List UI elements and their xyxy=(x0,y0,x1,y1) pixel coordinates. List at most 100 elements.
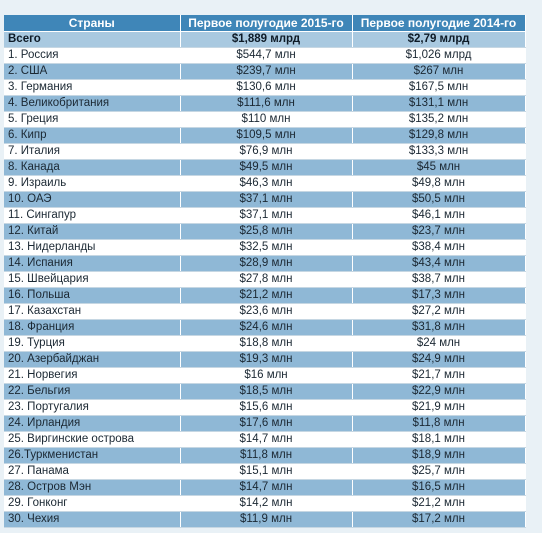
table-row: 21. Норвегия $16 млн $21,7 млн xyxy=(4,367,526,384)
table-body: Всего $1,889 млрд $2,79 млрд 1. Россия $5… xyxy=(4,31,526,528)
value-2014-cell: $1,026 млрд xyxy=(352,47,526,64)
value-2014-cell: $18,1 млн xyxy=(352,431,526,448)
value-2015-cell: $239,7 млн xyxy=(180,63,353,80)
value-2014-cell: $267 млн xyxy=(352,63,526,80)
value-2015-cell: $28,9 млн xyxy=(180,255,353,272)
value-2015-cell: $14,2 млн xyxy=(180,495,353,512)
country-cell: 5. Греция xyxy=(4,111,181,128)
country-cell: 20. Азербайджан xyxy=(4,351,181,368)
country-cell: 14. Испания xyxy=(4,255,181,272)
header-h1-2014: Первое полугодие 2014-го xyxy=(352,15,526,32)
table-row: 18. Франция $24,6 млн $31,8 млн xyxy=(4,319,526,336)
value-2015-cell: $25,8 млн xyxy=(180,223,353,240)
countries-table: Страны Первое полугодие 2015-го Первое п… xyxy=(4,15,526,528)
total-2014: $2,79 млрд xyxy=(352,31,526,48)
value-2015-cell: $11,8 млн xyxy=(180,447,353,464)
country-cell: 21. Норвегия xyxy=(4,367,181,384)
table-row: 1. Россия $544,7 млн $1,026 млрд xyxy=(4,47,526,64)
value-2014-cell: $11,8 млн xyxy=(352,415,526,432)
value-2015-cell: $11,9 млн xyxy=(180,511,353,528)
value-2015-cell: $109,5 млн xyxy=(180,127,353,144)
table-row: 8. Канада $49,5 млн $45 млн xyxy=(4,159,526,176)
value-2015-cell: $27,8 млн xyxy=(180,271,353,288)
country-cell: 28. Остров Мэн xyxy=(4,479,181,496)
table-row: 26.Туркменистан $11,8 млн $18,9 млн xyxy=(4,447,526,464)
country-cell: 23. Португалия xyxy=(4,399,181,416)
table-row: 29. Гонконг $14,2 млн $21,2 млн xyxy=(4,495,526,512)
value-2014-cell: $21,7 млн xyxy=(352,367,526,384)
table-row: 24. Ирландия $17,6 млн $11,8 млн xyxy=(4,415,526,432)
country-cell: 24. Ирландия xyxy=(4,415,181,432)
value-2015-cell: $16 млн xyxy=(180,367,353,384)
value-2015-cell: $110 млн xyxy=(180,111,353,128)
value-2014-cell: $45 млн xyxy=(352,159,526,176)
value-2014-cell: $131,1 млн xyxy=(352,95,526,112)
table-row: 2. США $239,7 млн $267 млн xyxy=(4,63,526,80)
value-2014-cell: $49,8 млн xyxy=(352,175,526,192)
table-row: 3. Германия $130,6 млн $167,5 млн xyxy=(4,79,526,96)
country-cell: 9. Израиль xyxy=(4,175,181,192)
value-2014-cell: $23,7 млн xyxy=(352,223,526,240)
country-cell: 8. Канада xyxy=(4,159,181,176)
value-2015-cell: $24,6 млн xyxy=(180,319,353,336)
country-cell: 7. Италия xyxy=(4,143,181,160)
table-row: 10. ОАЭ $37,1 млн $50,5 млн xyxy=(4,191,526,208)
value-2014-cell: $31,8 млн xyxy=(352,319,526,336)
country-cell: 2. США xyxy=(4,63,181,80)
value-2014-cell: $38,4 млн xyxy=(352,239,526,256)
table-row: 30. Чехия $11,9 млн $17,2 млн xyxy=(4,511,526,528)
table-row: 19. Турция $18,8 млн $24 млн xyxy=(4,335,526,352)
value-2014-cell: $17,2 млн xyxy=(352,511,526,528)
value-2014-cell: $21,9 млн xyxy=(352,399,526,416)
value-2015-cell: $32,5 млн xyxy=(180,239,353,256)
value-2014-cell: $50,5 млн xyxy=(352,191,526,208)
table-row: 4. Великобритания $111,6 млн $131,1 млн xyxy=(4,95,526,112)
country-cell: 19. Турция xyxy=(4,335,181,352)
value-2015-cell: $19,3 млн xyxy=(180,351,353,368)
value-2015-cell: $544,7 млн xyxy=(180,47,353,64)
country-cell: 11. Сингапур xyxy=(4,207,181,224)
value-2014-cell: $38,7 млн xyxy=(352,271,526,288)
table-row: 16. Польша $21,2 млн $17,3 млн xyxy=(4,287,526,304)
country-cell: 6. Кипр xyxy=(4,127,181,144)
value-2015-cell: $15,1 млн xyxy=(180,463,353,480)
value-2015-cell: $37,1 млн xyxy=(180,191,353,208)
value-2014-cell: $129,8 млн xyxy=(352,127,526,144)
value-2014-cell: $16,5 млн xyxy=(352,479,526,496)
table-row: 7. Италия $76,9 млн $133,3 млн xyxy=(4,143,526,160)
country-cell: 3. Германия xyxy=(4,79,181,96)
value-2014-cell: $27,2 млн xyxy=(352,303,526,320)
value-2015-cell: $18,5 млн xyxy=(180,383,353,400)
value-2014-cell: $24,9 млн xyxy=(352,351,526,368)
value-2015-cell: $14,7 млн xyxy=(180,431,353,448)
value-2015-cell: $49,5 млн xyxy=(180,159,353,176)
country-cell: 17. Казахстан xyxy=(4,303,181,320)
total-2015: $1,889 млрд xyxy=(180,31,353,48)
value-2014-cell: $24 млн xyxy=(352,335,526,352)
table-row: 13. Нидерланды $32,5 млн $38,4 млн xyxy=(4,239,526,256)
country-cell: 13. Нидерланды xyxy=(4,239,181,256)
country-cell: 15. Швейцария xyxy=(4,271,181,288)
value-2015-cell: $76,9 млн xyxy=(180,143,353,160)
value-2015-cell: $18,8 млн xyxy=(180,335,353,352)
country-cell: 16. Польша xyxy=(4,287,181,304)
table-row: 20. Азербайджан $19,3 млн $24,9 млн xyxy=(4,351,526,368)
table-header-row: Страны Первое полугодие 2015-го Первое п… xyxy=(4,15,526,32)
country-cell: 10. ОАЭ xyxy=(4,191,181,208)
value-2015-cell: $21,2 млн xyxy=(180,287,353,304)
country-cell: 26.Туркменистан xyxy=(4,447,181,464)
table-row: 5. Греция $110 млн $135,2 млн xyxy=(4,111,526,128)
country-cell: 1. Россия xyxy=(4,47,181,64)
table-row: 12. Китай $25,8 млн $23,7 млн xyxy=(4,223,526,240)
value-2015-cell: $23,6 млн xyxy=(180,303,353,320)
value-2014-cell: $21,2 млн xyxy=(352,495,526,512)
table-row: 25. Виргинские острова $14,7 млн $18,1 млн xyxy=(4,431,526,448)
value-2014-cell: $46,1 млн xyxy=(352,207,526,224)
header-h1-2015: Первое полугодие 2015-го xyxy=(180,15,353,32)
table-row: 6. Кипр $109,5 млн $129,8 млн xyxy=(4,127,526,144)
header-countries: Страны xyxy=(4,15,181,32)
table-row: 14. Испания $28,9 млн $43,4 млн xyxy=(4,255,526,272)
country-cell: 29. Гонконг xyxy=(4,495,181,512)
value-2015-cell: $15,6 млн xyxy=(180,399,353,416)
